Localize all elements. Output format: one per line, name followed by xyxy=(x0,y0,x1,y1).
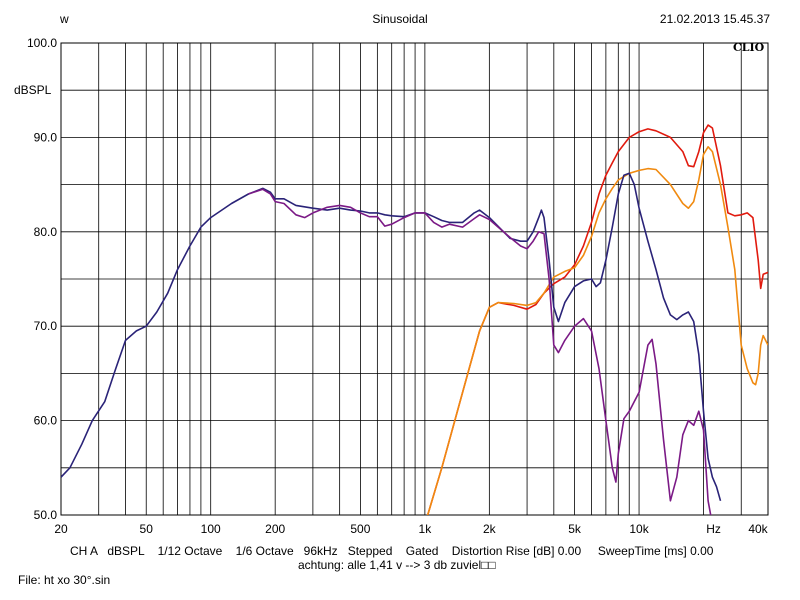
measurement-settings: CH A dBSPL 1/12 Octave 1/6 Octave 96kHz … xyxy=(70,544,714,558)
series-layer xyxy=(61,124,768,515)
timestamp: 21.02.2013 15.45.37 xyxy=(659,12,770,26)
measurement-note: achtung: alle 1,41 v --> 3 db zuviel□□ xyxy=(298,558,496,572)
y-tick-label-4: 60.0 xyxy=(34,414,58,428)
x-tick-label-7: 5k xyxy=(568,522,582,536)
x-tick-label-5: 1k xyxy=(419,522,433,536)
x-tick-label-8: 10k xyxy=(629,522,649,536)
x-tick-label-6: 2k xyxy=(483,522,497,536)
series-line-2 xyxy=(61,172,722,502)
x-tick-label-4: 500 xyxy=(350,522,370,536)
series-line-1 xyxy=(426,146,768,515)
y-tick-label-2: 80.0 xyxy=(34,225,58,239)
x-tick-label-2: 100 xyxy=(201,522,221,536)
y-tick-label-3: 70.0 xyxy=(34,319,58,333)
x-tick-label-0: 20 xyxy=(54,522,68,536)
y-tick-label-0: 100.0 xyxy=(27,36,57,50)
header-left-label: w xyxy=(60,12,69,26)
x-axis-label: Hz xyxy=(706,522,721,536)
series-line-3 xyxy=(248,188,712,515)
y-tick-label-1: 90.0 xyxy=(34,130,58,144)
clio-logo: CLIO xyxy=(733,41,765,54)
y-tick-labels: 100.0 90.0 80.0 70.0 60.0 50.0 xyxy=(27,36,57,522)
x-tick-label-1: 50 xyxy=(140,522,154,536)
x-tick-labels: 20 50 100 200 500 1k 2k 5k 10k 40k Hz xyxy=(54,522,768,536)
series-line-0 xyxy=(426,124,768,515)
chart-mode-title: Sinusoidal xyxy=(372,12,428,26)
chart-grid xyxy=(61,43,768,515)
file-name: File: ht xo 30°.sin xyxy=(18,573,111,587)
plot-border xyxy=(60,42,769,516)
x-tick-label-9: 40k xyxy=(748,522,768,536)
y-axis-label: dBSPL xyxy=(14,83,52,97)
x-tick-label-3: 200 xyxy=(265,522,285,536)
y-tick-label-5: 50.0 xyxy=(34,508,58,522)
